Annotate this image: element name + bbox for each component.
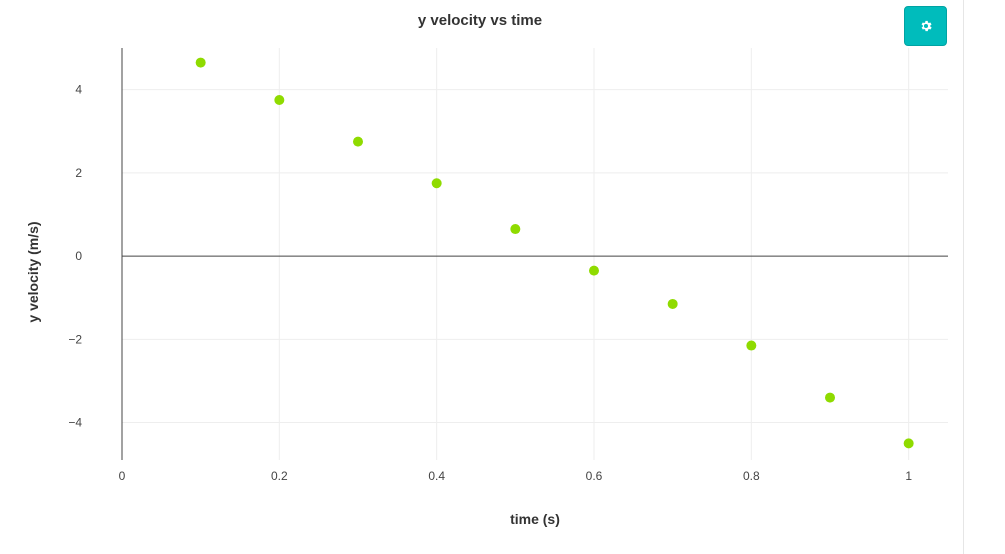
data-point[interactable] xyxy=(903,438,914,449)
x-tick-labels: 0 0.2 0.4 0.6 0.8 1 xyxy=(119,469,913,483)
settings-button[interactable] xyxy=(904,6,947,46)
x-tick-label: 0.4 xyxy=(428,469,445,483)
panel-divider xyxy=(963,0,964,554)
data-point[interactable] xyxy=(431,178,442,189)
x-gridlines xyxy=(278,48,910,460)
y-tick-label: 0 xyxy=(75,249,82,263)
scatter-plot: 0 0.2 0.4 0.6 0.8 1 −4 −2 0 2 4 time (s) y veloci… xyxy=(25,48,948,527)
data-point[interactable] xyxy=(195,57,206,68)
axes xyxy=(121,48,948,460)
x-tick-label: 0.8 xyxy=(743,469,760,483)
x-tick-label: 0 xyxy=(119,469,126,483)
gear-icon xyxy=(919,19,933,33)
y-tick-label: −4 xyxy=(68,416,82,430)
x-tick-label: 0.6 xyxy=(586,469,603,483)
y-tick-label: 2 xyxy=(75,166,82,180)
chart-title: y velocity vs time xyxy=(417,12,543,29)
data-point[interactable] xyxy=(510,224,521,235)
y-axis-title: y velocity (m/s) xyxy=(25,221,41,322)
data-point[interactable] xyxy=(825,392,835,403)
data-point[interactable] xyxy=(274,95,285,106)
data-point[interactable] xyxy=(589,265,599,276)
y-tick-label: 4 xyxy=(75,83,82,97)
x-tick-label: 1 xyxy=(905,469,912,483)
x-axis-title: time (s) xyxy=(510,511,560,527)
data-point[interactable] xyxy=(746,340,757,351)
y-gridlines xyxy=(122,89,948,424)
y-tick-labels: −4 −2 0 2 4 xyxy=(68,83,82,430)
x-tick-label: 0.2 xyxy=(271,469,288,483)
y-tick-label: −2 xyxy=(68,332,82,346)
data-point[interactable] xyxy=(353,136,363,147)
data-point[interactable] xyxy=(667,298,678,309)
data-points xyxy=(195,57,914,449)
